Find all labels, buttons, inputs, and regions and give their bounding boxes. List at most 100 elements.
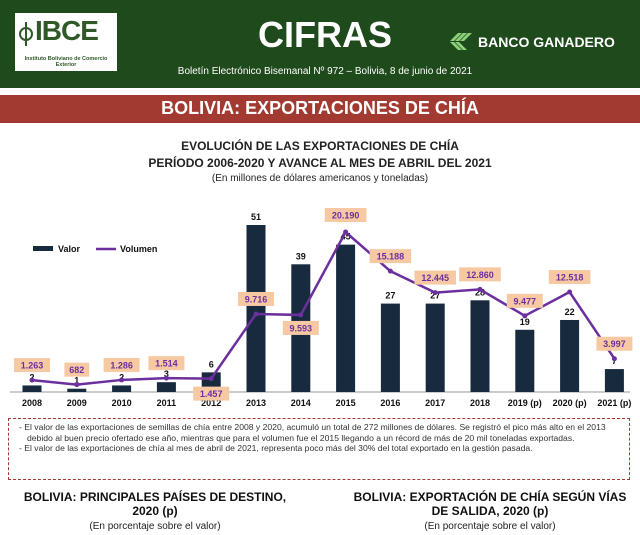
bar-valor bbox=[336, 244, 356, 392]
x-tick-label: 2015 bbox=[336, 398, 356, 408]
x-tick-label: 2017 bbox=[425, 398, 445, 408]
volume-value-label: 682 bbox=[69, 365, 84, 375]
line-point bbox=[298, 312, 304, 318]
volume-label-box bbox=[414, 270, 456, 285]
x-tick-label: 2013 bbox=[246, 398, 266, 408]
bar-valor bbox=[380, 303, 400, 392]
volume-value-label: 9.477 bbox=[514, 296, 537, 306]
volume-label-box bbox=[506, 293, 543, 308]
line-point bbox=[567, 289, 573, 295]
line-volumen bbox=[31, 230, 616, 386]
volume-value-label: 12.860 bbox=[466, 270, 494, 280]
chart-subtitle: (En millones de dólares americanos y ton… bbox=[211, 173, 429, 184]
bar-valor bbox=[425, 303, 445, 392]
volume-label-box bbox=[324, 208, 367, 222]
x-tick-label: 2008 bbox=[22, 398, 42, 408]
bar-valor bbox=[470, 300, 490, 392]
x-tick-label: 2014 bbox=[291, 398, 311, 408]
bar-value-label: 1 bbox=[74, 376, 79, 386]
bar-value-label: 2 bbox=[29, 372, 34, 382]
volume-value-label: 20.190 bbox=[332, 211, 360, 221]
volume-value-label: 1.514 bbox=[155, 359, 178, 369]
x-tick-label: 2016 bbox=[380, 398, 400, 408]
volume-value-label: 9.593 bbox=[290, 323, 313, 333]
x-tick-label: 2021 (p) bbox=[597, 398, 631, 408]
volume-label-box bbox=[14, 358, 50, 373]
line-point bbox=[253, 311, 259, 317]
volume-value-label: 1.263 bbox=[21, 361, 44, 371]
line-point bbox=[119, 377, 125, 383]
page-title: CIFRAS bbox=[258, 14, 392, 55]
bar-value-label: 45 bbox=[341, 232, 351, 242]
bar-valor bbox=[156, 382, 176, 392]
volume-label-box bbox=[193, 386, 230, 401]
bar-value-label: 27 bbox=[430, 291, 440, 301]
volume-label-box bbox=[148, 356, 185, 371]
bar-value-label: 6 bbox=[209, 359, 214, 369]
line-point bbox=[163, 375, 169, 381]
x-tick-label: 2011 bbox=[157, 398, 177, 408]
section-banner: BOLIVIA: EXPORTACIONES DE CHÍA bbox=[0, 95, 640, 123]
bar-value-label: 19 bbox=[520, 317, 530, 327]
bar-valor bbox=[22, 385, 42, 392]
section-title: BOLIVIA: EXPORTACIONES DE CHÍA bbox=[161, 98, 479, 118]
legend-swatch-valor bbox=[33, 246, 53, 251]
ibce-logo[interactable]: IBCE Instituto Boliviano de Comercio Ext… bbox=[14, 12, 118, 72]
volume-value-label: 12.518 bbox=[556, 273, 584, 283]
note-item: El valor de las exportaciones de semilla… bbox=[24, 422, 623, 443]
line-point bbox=[522, 313, 528, 319]
volume-value-label: 15.188 bbox=[377, 252, 405, 262]
volume-label-box bbox=[238, 291, 274, 306]
bar-value-label: 51 bbox=[251, 212, 261, 222]
volume-label-box bbox=[369, 249, 412, 264]
line-point bbox=[343, 229, 349, 235]
notes-box: El valor de las exportaciones de semilla… bbox=[8, 418, 630, 480]
volume-label-box bbox=[103, 357, 140, 372]
x-tick-label: 2009 bbox=[67, 398, 87, 408]
volume-value-label: 9.716 bbox=[245, 294, 268, 304]
line-point bbox=[387, 268, 393, 274]
line-point bbox=[29, 377, 35, 383]
volume-value-label: 3.997 bbox=[603, 339, 626, 349]
volume-value-label: 1.286 bbox=[110, 360, 133, 370]
left-section-title: BOLIVIA: PRINCIPALES PAÍSES DE DESTINO, … bbox=[23, 490, 287, 518]
chart-title-line1: EVOLUCIÓN DE LAS EXPORTACIONES DE CHÍA bbox=[181, 139, 459, 153]
x-tick-label: 2018 bbox=[470, 398, 490, 408]
volume-value-label: 12.445 bbox=[421, 273, 449, 283]
left-section-subtitle: (En porcentaje sobre el valor) bbox=[89, 521, 221, 532]
volume-label-box bbox=[596, 336, 633, 351]
bar-valor bbox=[560, 319, 580, 392]
bank-logo-icon bbox=[450, 33, 472, 50]
volume-label-box bbox=[64, 362, 90, 377]
legend-label-valor: Valor bbox=[58, 244, 81, 254]
legend-label-volumen: Volumen bbox=[120, 244, 157, 254]
bar-value-label: 3 bbox=[164, 369, 169, 379]
volume-label-box bbox=[282, 320, 319, 335]
logo-text: IBCE bbox=[35, 15, 99, 46]
line-point bbox=[208, 376, 214, 382]
bar-valor bbox=[246, 225, 266, 392]
x-tick-label: 2010 bbox=[112, 398, 132, 408]
line-point bbox=[74, 382, 80, 388]
header-bar: IBCE Instituto Boliviano de Comercio Ext… bbox=[0, 0, 640, 88]
bar-value-label: 28 bbox=[475, 287, 485, 297]
bar-valor bbox=[112, 385, 132, 392]
right-section-title: BOLIVIA: EXPORTACIÓN DE CHÍA SEGÚN VÍAS … bbox=[353, 490, 627, 518]
line-point bbox=[611, 356, 617, 362]
x-tick-label: 2019 (p) bbox=[508, 398, 542, 408]
bar-value-label: 27 bbox=[385, 291, 395, 301]
line-point bbox=[432, 290, 438, 296]
logo-subtitle: Instituto Boliviano de Comercio Exterior bbox=[24, 56, 108, 68]
volume-label-box bbox=[548, 270, 591, 285]
bank-name[interactable]: BANCO GANADERO bbox=[478, 34, 615, 50]
bar-value-label: 39 bbox=[296, 251, 306, 261]
combo-chart: 2200812009220103201162012512013392014452… bbox=[10, 208, 633, 408]
bar-value-label: 22 bbox=[565, 307, 575, 317]
x-tick-label: 2012 bbox=[201, 398, 221, 408]
bar-valor bbox=[67, 388, 87, 392]
chart-title-line2: PERÍODO 2006-2020 Y AVANCE AL MES DE ABR… bbox=[148, 156, 492, 170]
volume-label-box bbox=[459, 267, 501, 282]
bulletin-line: Boletín Electrónico Bisemanal Nº 972 – B… bbox=[177, 66, 473, 77]
bar-valor bbox=[515, 329, 535, 392]
note-item: El valor de las exportaciones de chía al… bbox=[24, 443, 623, 454]
